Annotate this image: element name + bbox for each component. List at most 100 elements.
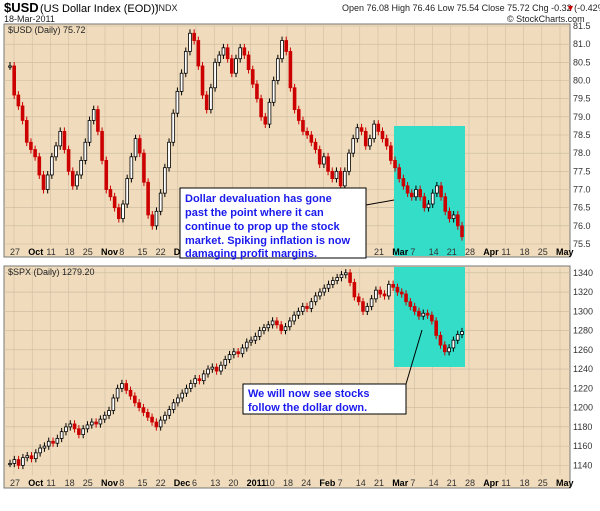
price-bar xyxy=(184,387,189,394)
price-bar xyxy=(8,463,12,466)
price-bar xyxy=(96,109,100,132)
price-bar xyxy=(16,459,21,466)
price-bar xyxy=(137,402,141,409)
x-tick-label: 18 xyxy=(65,247,75,257)
exchange-label: INDX xyxy=(156,3,178,13)
price-bar xyxy=(38,447,42,454)
y-tick-label: 1340 xyxy=(573,268,593,278)
price-bar xyxy=(249,339,253,343)
x-tick-label: 28 xyxy=(465,247,475,257)
x-tick-label: 22 xyxy=(156,247,166,257)
annotation-line: Dollar devaluation has gone xyxy=(185,193,332,205)
price-bar xyxy=(387,283,391,297)
x-tick-label: 25 xyxy=(83,478,93,488)
price-bar xyxy=(163,167,167,194)
price-bar xyxy=(33,149,37,158)
price-bar xyxy=(259,98,263,118)
price-bar xyxy=(374,289,378,300)
x-tick-label: 20 xyxy=(228,478,238,488)
price-bar xyxy=(240,347,245,355)
price-bar xyxy=(210,366,215,370)
x-tick-label: 27 xyxy=(10,247,20,257)
price-bar xyxy=(112,196,117,209)
x-tick-label: Apr xyxy=(483,247,499,257)
price-bar xyxy=(85,424,90,430)
price-bar xyxy=(62,130,67,150)
price-bar xyxy=(409,192,414,198)
price-bar xyxy=(246,54,251,70)
price-bar xyxy=(209,87,213,110)
price-bar xyxy=(108,189,113,198)
price-bar xyxy=(142,152,146,183)
price-bar xyxy=(70,170,75,187)
spx-y-axis: 1140 1160 1180 1200 1220 1240 1260 1280 1300 1320… xyxy=(573,268,593,471)
price-bar xyxy=(244,341,249,349)
price-bar xyxy=(326,283,331,289)
x-tick-label: 11 xyxy=(46,247,55,257)
y-tick-label: 77.0 xyxy=(573,185,591,195)
x-tick-label: 14 xyxy=(429,478,439,488)
price-bar xyxy=(426,203,431,209)
price-bar xyxy=(238,47,242,60)
price-bar xyxy=(41,174,46,190)
y-tick-label: 1200 xyxy=(573,403,593,413)
price-bar xyxy=(206,368,210,375)
x-tick-label: 25 xyxy=(538,247,548,257)
price-bar xyxy=(296,310,301,316)
price-bar xyxy=(58,130,63,147)
price-bar xyxy=(121,203,125,219)
price-bar xyxy=(279,324,283,331)
y-tick-label: 79.5 xyxy=(573,94,591,104)
x-tick-label: 25 xyxy=(538,478,548,488)
price-bar xyxy=(414,189,418,198)
x-tick-label: 2011 xyxy=(247,478,267,488)
price-bar xyxy=(94,421,98,425)
price-bar xyxy=(412,306,417,312)
price-bar xyxy=(421,312,426,317)
price-bar xyxy=(34,452,38,460)
price-bar xyxy=(422,196,427,209)
price-bar xyxy=(397,167,402,179)
price-bar xyxy=(242,47,247,56)
x-tick-label: 22 xyxy=(156,478,166,488)
price-bar xyxy=(284,40,289,52)
x-tick-label: 11 xyxy=(501,247,510,257)
price-bar xyxy=(443,196,448,212)
price-bar xyxy=(54,145,58,158)
price-bar xyxy=(51,440,55,444)
price-bar xyxy=(339,274,344,279)
price-bar xyxy=(45,174,50,190)
price-bar xyxy=(171,402,176,410)
price-bar xyxy=(401,178,406,187)
price-bar xyxy=(158,419,163,428)
x-tick-label: 15 xyxy=(137,478,147,488)
price-bar xyxy=(266,324,271,329)
price-bar xyxy=(322,287,327,293)
usd-y-axis: 75.5 76.0 76.5 77.0 77.5 78.0 78.5 79.0 79.5 80.0… xyxy=(573,21,591,249)
price-bar xyxy=(77,428,81,435)
price-bar xyxy=(64,426,68,433)
x-tick-label: 21 xyxy=(374,478,384,488)
price-bar xyxy=(213,61,217,89)
price-bar xyxy=(338,170,343,187)
price-bar xyxy=(322,156,326,165)
down-arrow-icon: ▼ xyxy=(566,3,575,13)
price-bar xyxy=(399,291,404,295)
price-bar xyxy=(141,407,146,413)
price-bar xyxy=(365,306,370,312)
price-bar xyxy=(46,440,51,447)
y-tick-label: 1240 xyxy=(573,364,593,374)
annotation-line: past the point where it can xyxy=(185,207,324,219)
y-tick-label: 1260 xyxy=(573,345,593,355)
price-bar xyxy=(309,134,314,143)
x-tick-label: 13 xyxy=(210,478,220,488)
price-bar xyxy=(275,320,279,326)
x-tick-label: 24 xyxy=(301,478,311,488)
price-bar xyxy=(442,344,447,353)
price-bar xyxy=(117,207,121,219)
price-bar xyxy=(154,210,159,227)
price-bar xyxy=(447,210,452,219)
spx-highlight-region xyxy=(394,267,465,367)
price-bar xyxy=(83,141,88,161)
